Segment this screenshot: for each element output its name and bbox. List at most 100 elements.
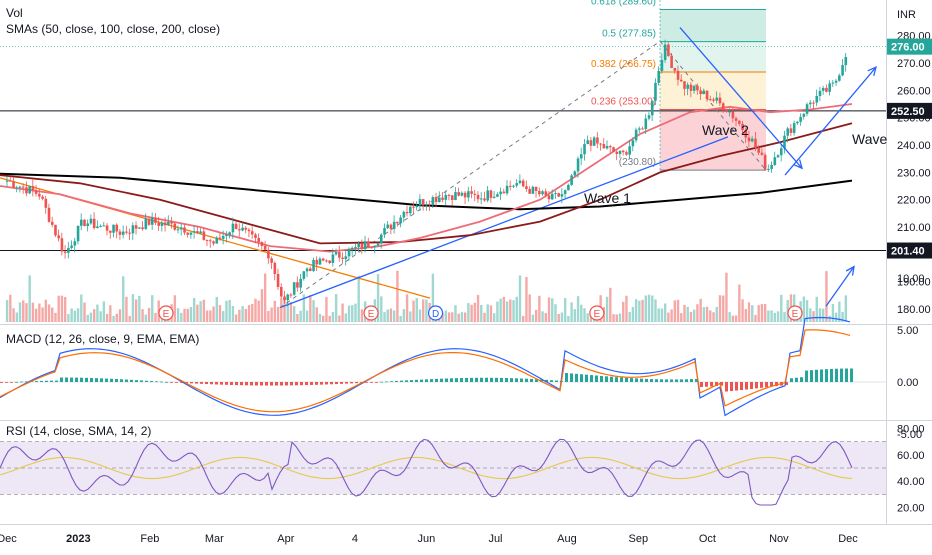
candle-body	[428, 204, 431, 206]
volume-bar	[386, 309, 389, 322]
macd-histogram-bar	[750, 382, 753, 389]
volume-bar	[199, 301, 202, 322]
candle-body	[809, 102, 812, 105]
macd-histogram-bar	[335, 382, 338, 385]
candle-body	[70, 245, 73, 248]
macd-histogram-bar	[45, 380, 48, 382]
volume-bar	[47, 304, 51, 322]
macd-histogram-bar	[830, 368, 833, 382]
candle-body	[296, 282, 299, 288]
candle-body	[705, 90, 709, 100]
macd-histogram-bar	[520, 378, 523, 382]
volume-bar	[76, 308, 80, 322]
volume-bar	[715, 306, 718, 322]
volume-bar	[612, 314, 615, 322]
volume-bar	[399, 315, 402, 322]
candle-body	[760, 152, 764, 155]
macd-histogram-bar	[275, 382, 278, 386]
macd-histogram-bar	[635, 378, 638, 382]
volume-bar	[276, 306, 280, 322]
candle-body	[292, 282, 296, 295]
macd-histogram-bar	[365, 382, 368, 383]
volume-bar	[754, 314, 757, 322]
earnings-marker[interactable]	[589, 305, 605, 321]
volume-bar	[60, 295, 64, 322]
candle-body	[715, 97, 719, 101]
time-tick-label: Feb	[140, 533, 159, 545]
candle-body	[844, 57, 848, 66]
volume-bar	[509, 299, 512, 322]
candle-body	[215, 237, 219, 244]
macd-histogram-bar	[840, 368, 843, 382]
volume-bar	[483, 312, 486, 322]
volume-bar	[125, 296, 128, 322]
macd-histogram-bar	[850, 368, 853, 382]
volume-bar	[631, 306, 635, 322]
volume-bar	[354, 303, 357, 322]
volume-bar	[218, 305, 222, 322]
volume-bar	[686, 306, 689, 322]
macd-histogram-bar	[395, 380, 398, 382]
volume-bar	[118, 309, 122, 322]
macd-histogram-bar	[260, 382, 263, 386]
macd-histogram-bar	[460, 378, 463, 382]
macd-histogram-bar	[75, 377, 78, 382]
macd-histogram-bar	[645, 378, 648, 382]
macd-histogram-bar	[715, 382, 718, 387]
candle-body	[302, 271, 306, 279]
macd-histogram-bar	[20, 381, 23, 383]
macd-histogram-bar	[415, 379, 418, 382]
candle-body	[270, 258, 273, 263]
candle-body	[212, 241, 215, 244]
earnings-marker[interactable]	[787, 305, 803, 321]
sma-legend: SMAs (50, close, 100, close, 200, close)	[6, 22, 220, 36]
currency-label[interactable]: INR	[897, 9, 916, 21]
candle-body	[34, 190, 38, 194]
macd-histogram-bar	[170, 382, 173, 383]
macd-histogram-bar	[500, 377, 503, 382]
volume-bar	[563, 298, 567, 322]
candle-body	[263, 245, 267, 250]
volume-bar	[447, 312, 451, 322]
volume-bar	[415, 298, 418, 322]
macd-histogram-bar	[655, 379, 658, 382]
candle-body	[392, 221, 396, 229]
candle-body	[15, 187, 19, 189]
candle-body	[747, 137, 751, 142]
candle-body	[834, 80, 838, 83]
dividend-marker[interactable]	[427, 305, 444, 321]
macd-histogram-bar	[405, 380, 408, 382]
macd-histogram-bar	[755, 382, 758, 389]
macd-histogram-bar	[35, 381, 38, 382]
candle-body	[567, 184, 570, 191]
macd-histogram-bar	[685, 379, 688, 382]
volume-bar	[605, 296, 609, 322]
candle-body	[44, 198, 48, 208]
volume-bar	[822, 308, 825, 322]
volume-bar	[102, 301, 106, 322]
candle-body	[150, 217, 154, 225]
macd-signal-line	[0, 329, 851, 413]
candle-body	[18, 186, 22, 188]
candle-body	[654, 82, 657, 101]
volume-bar	[86, 314, 89, 322]
candle-body	[389, 224, 393, 229]
volume-bar	[696, 304, 699, 322]
candle-body	[273, 262, 277, 274]
candle-body	[789, 128, 793, 133]
macd-histogram-bar	[235, 382, 238, 386]
macd-histogram-bar	[310, 382, 313, 385]
candle-body	[38, 193, 41, 197]
volume-bar	[260, 289, 264, 322]
candle-body	[579, 154, 583, 159]
volume-bar	[667, 312, 670, 322]
candle-body	[363, 241, 367, 250]
macd-histogram-bar	[155, 381, 158, 383]
volume-bar	[618, 313, 622, 322]
earnings-marker[interactable]	[158, 305, 174, 321]
volume-bar	[73, 310, 77, 322]
macd-histogram-bar	[245, 382, 248, 386]
earnings-marker[interactable]	[363, 305, 379, 321]
candle-body	[276, 273, 280, 287]
